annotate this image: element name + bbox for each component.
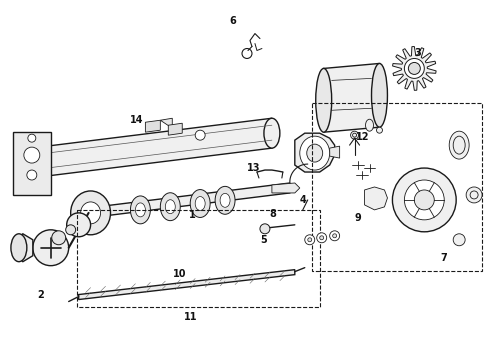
Text: 14: 14 bbox=[130, 115, 143, 125]
Polygon shape bbox=[13, 132, 51, 195]
Text: 1: 1 bbox=[189, 210, 196, 220]
Ellipse shape bbox=[376, 127, 383, 133]
Ellipse shape bbox=[330, 231, 340, 241]
Ellipse shape bbox=[300, 136, 330, 170]
Ellipse shape bbox=[366, 119, 373, 131]
Ellipse shape bbox=[165, 200, 175, 214]
Ellipse shape bbox=[408, 62, 420, 75]
Ellipse shape bbox=[404, 180, 444, 220]
Polygon shape bbox=[19, 234, 33, 262]
Ellipse shape bbox=[52, 231, 66, 245]
Ellipse shape bbox=[319, 236, 324, 240]
Ellipse shape bbox=[466, 187, 482, 203]
Ellipse shape bbox=[27, 170, 37, 180]
Ellipse shape bbox=[23, 148, 39, 178]
Ellipse shape bbox=[71, 191, 111, 235]
Polygon shape bbox=[160, 118, 172, 128]
Text: 13: 13 bbox=[247, 163, 261, 173]
Ellipse shape bbox=[404, 58, 424, 78]
Text: 5: 5 bbox=[261, 235, 268, 245]
Text: 8: 8 bbox=[270, 209, 276, 219]
Text: 2: 2 bbox=[37, 289, 44, 300]
Ellipse shape bbox=[316, 68, 332, 132]
Ellipse shape bbox=[33, 230, 69, 266]
Polygon shape bbox=[392, 46, 436, 90]
Ellipse shape bbox=[260, 224, 270, 234]
Ellipse shape bbox=[67, 213, 91, 237]
Ellipse shape bbox=[470, 191, 478, 199]
Text: 10: 10 bbox=[172, 269, 186, 279]
Ellipse shape bbox=[195, 130, 205, 140]
Ellipse shape bbox=[371, 63, 388, 127]
Ellipse shape bbox=[317, 233, 327, 243]
Text: 11: 11 bbox=[183, 312, 197, 323]
Polygon shape bbox=[324, 63, 379, 132]
Ellipse shape bbox=[305, 235, 315, 245]
Text: 6: 6 bbox=[230, 15, 236, 26]
Ellipse shape bbox=[307, 144, 323, 162]
Polygon shape bbox=[168, 123, 182, 135]
Ellipse shape bbox=[11, 234, 27, 262]
Polygon shape bbox=[272, 183, 300, 193]
Polygon shape bbox=[146, 120, 160, 132]
Bar bbox=[76, 211, 319, 307]
Ellipse shape bbox=[190, 190, 210, 217]
Polygon shape bbox=[295, 133, 335, 172]
Ellipse shape bbox=[308, 238, 312, 242]
Ellipse shape bbox=[160, 193, 180, 221]
Polygon shape bbox=[31, 118, 272, 178]
Ellipse shape bbox=[195, 197, 205, 211]
Ellipse shape bbox=[350, 131, 359, 139]
Polygon shape bbox=[19, 140, 46, 145]
Polygon shape bbox=[89, 183, 290, 218]
Ellipse shape bbox=[353, 133, 357, 137]
Ellipse shape bbox=[66, 225, 75, 235]
Ellipse shape bbox=[135, 203, 146, 217]
Bar bbox=[312, 103, 482, 271]
Text: 9: 9 bbox=[354, 213, 361, 223]
Polygon shape bbox=[365, 187, 388, 210]
Text: 3: 3 bbox=[414, 49, 421, 58]
Ellipse shape bbox=[392, 168, 456, 232]
Ellipse shape bbox=[28, 134, 36, 142]
Ellipse shape bbox=[415, 190, 434, 210]
Ellipse shape bbox=[449, 131, 469, 159]
Text: 4: 4 bbox=[299, 195, 306, 205]
Ellipse shape bbox=[24, 147, 40, 163]
Ellipse shape bbox=[81, 202, 100, 224]
Text: 7: 7 bbox=[441, 253, 447, 263]
Polygon shape bbox=[330, 146, 340, 158]
Ellipse shape bbox=[130, 196, 150, 224]
Ellipse shape bbox=[333, 234, 337, 238]
Ellipse shape bbox=[215, 186, 235, 214]
Polygon shape bbox=[78, 270, 295, 300]
Ellipse shape bbox=[220, 193, 230, 207]
Ellipse shape bbox=[264, 118, 280, 148]
Text: 12: 12 bbox=[356, 132, 369, 142]
Ellipse shape bbox=[453, 136, 465, 154]
Ellipse shape bbox=[453, 234, 465, 246]
